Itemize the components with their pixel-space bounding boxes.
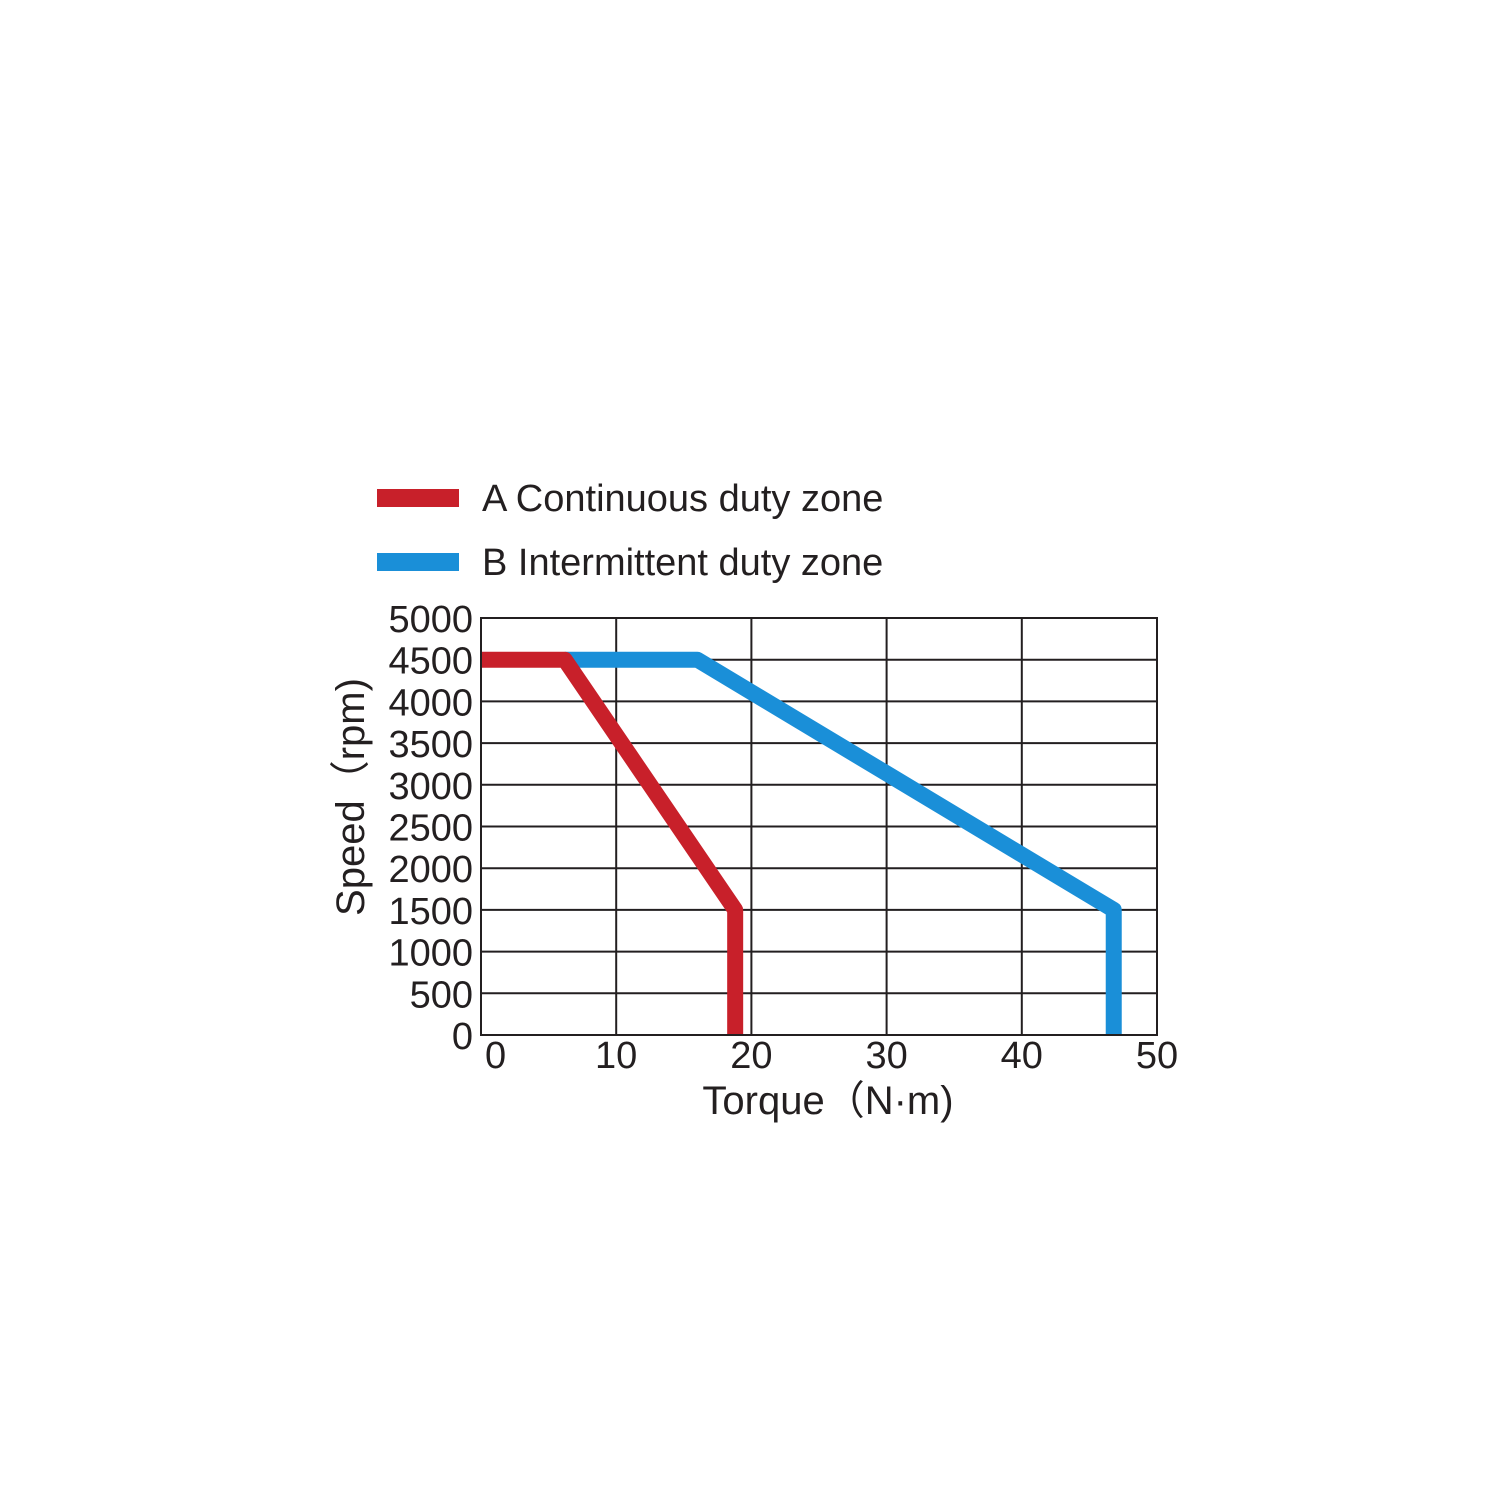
x-axis-label: Torque（N·m)	[702, 1079, 953, 1123]
legend: A Continuous duty zone B Intermittent dut…	[377, 478, 883, 584]
y-tick-label: 4000	[388, 682, 473, 724]
y-tick-label: 1500	[388, 891, 473, 933]
x-tick-label: 20	[730, 1035, 772, 1077]
series-line-a	[481, 651, 744, 1035]
series-lines	[481, 651, 1122, 1035]
y-tick-label: 4500	[388, 641, 473, 683]
x-tick-label: 10	[595, 1035, 637, 1077]
y-tick-label: 0	[452, 1016, 473, 1058]
plot-border	[480, 617, 1158, 1036]
x-tick-label: 40	[1001, 1035, 1043, 1077]
y-tick-label: 2000	[388, 849, 473, 891]
y-tick-label: 1000	[388, 933, 473, 975]
y-tick-label: 3000	[388, 766, 473, 808]
y-axis-label: Speed（rpm)	[329, 678, 373, 916]
x-tick-label: 0	[485, 1035, 506, 1077]
y-tick-label: 2500	[388, 808, 473, 850]
plot-frame	[480, 617, 1158, 1036]
legend-label: B Intermittent duty zone	[482, 542, 883, 584]
y-tick-label: 3500	[388, 724, 473, 766]
legend-swatch	[377, 553, 459, 571]
legend-label: A Continuous duty zone	[482, 478, 883, 520]
y-tick-label: 500	[410, 974, 473, 1016]
y-tick-label: 5000	[388, 599, 473, 641]
x-tick-label: 50	[1136, 1035, 1178, 1077]
legend-swatch	[377, 489, 459, 507]
x-tick-label: 30	[865, 1035, 907, 1077]
tick-labels: 0 10 20 30 40 5005001000150020002500300035004…	[388, 599, 1178, 1077]
series-line-b	[564, 651, 1122, 1035]
